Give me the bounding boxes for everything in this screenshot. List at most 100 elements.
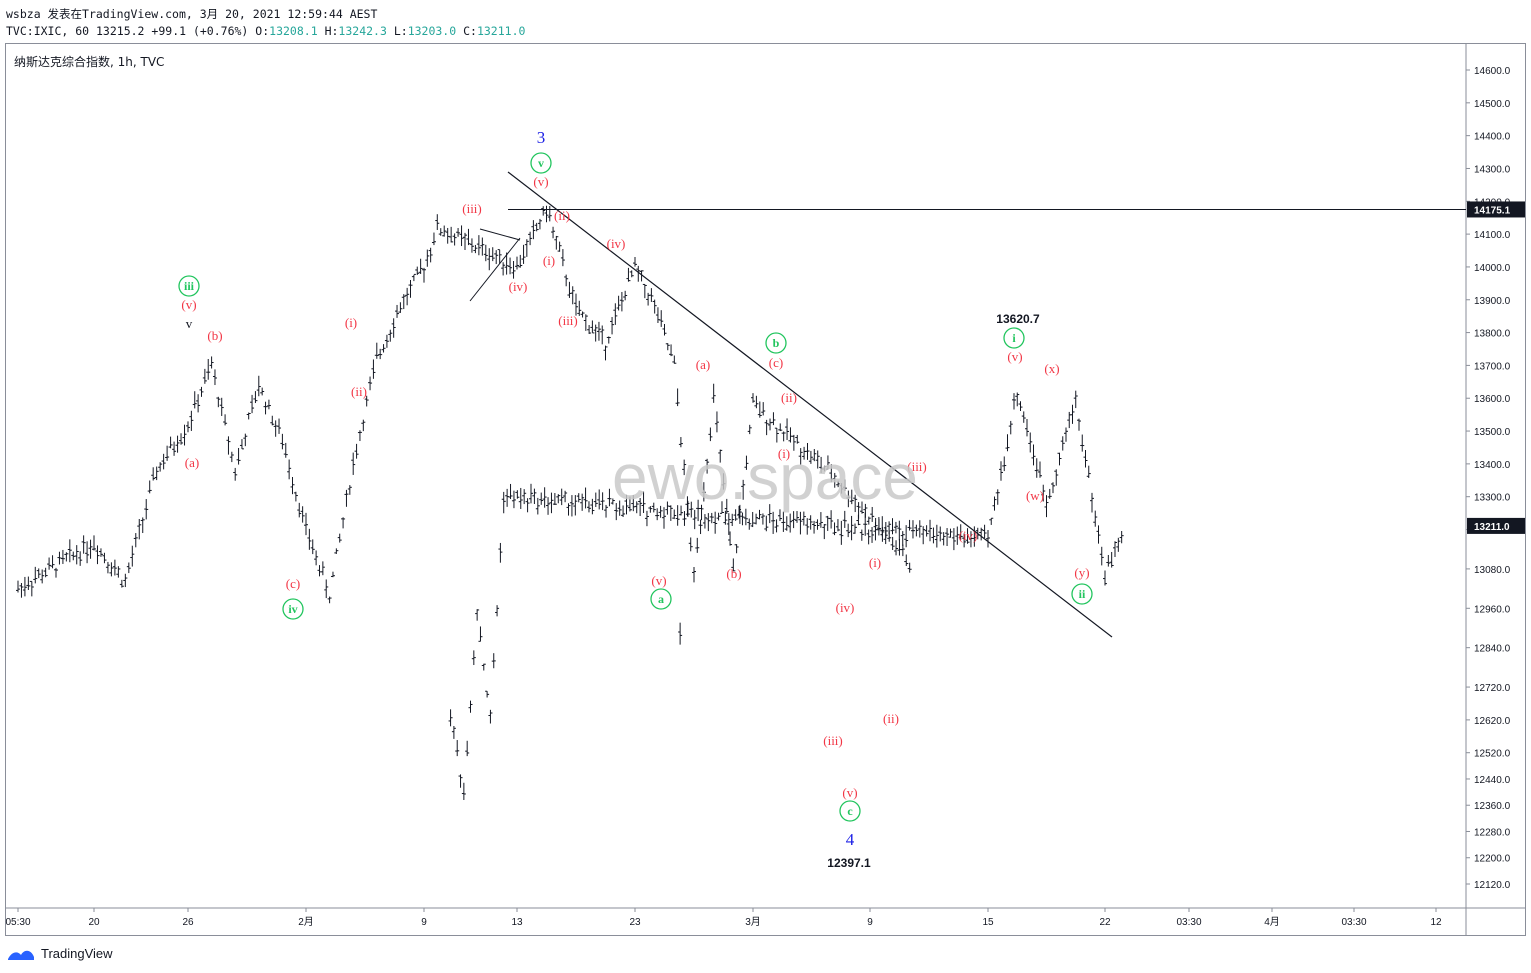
- y-tick-label: 14500.0: [1474, 99, 1511, 110]
- wave-label: (v): [842, 785, 857, 800]
- wave-label: (iv): [509, 279, 528, 294]
- wave-label: (iv): [607, 236, 626, 251]
- wave-label: (v): [1007, 349, 1022, 364]
- wave-label: (i): [543, 253, 555, 268]
- wave-label: a: [658, 592, 664, 606]
- wave-label: iii: [184, 279, 195, 293]
- wave-label: (iv): [836, 600, 855, 615]
- wave-label: (ii): [554, 208, 570, 223]
- wave-label: v: [186, 316, 193, 331]
- chart-header-ohlc-line: TVC:IXIC, 60 13215.2 +99.1 (+0.76%) O:13…: [6, 24, 525, 38]
- low-value: 13203.0: [407, 24, 457, 38]
- watermark: ewo.space: [612, 441, 918, 513]
- y-tick-label: 12720.0: [1474, 683, 1511, 694]
- y-tick-label: 13800.0: [1474, 329, 1511, 340]
- y-tick-label: 14100.0: [1474, 230, 1511, 241]
- wave-label: (iii): [558, 313, 578, 328]
- x-tick-label: 15: [982, 917, 994, 928]
- y-tick-label: 14300.0: [1474, 164, 1511, 175]
- price-tag-bg: [1467, 201, 1525, 218]
- price-tag-label: 13211.0: [1474, 522, 1510, 533]
- wave-label: (w): [1026, 488, 1044, 503]
- price-tag-label: 14175.1: [1474, 205, 1511, 216]
- open-label: O:: [255, 24, 270, 38]
- wave-label: 3: [537, 128, 546, 147]
- wave-label: (x): [1044, 361, 1059, 376]
- x-tick-label: 03:30: [1341, 917, 1366, 928]
- x-tick-label: 23: [629, 917, 641, 928]
- wave-label-circle: [530, 152, 552, 174]
- y-tick-label: 13700.0: [1474, 361, 1511, 372]
- y-tick-label: 13300.0: [1474, 493, 1511, 504]
- wave-label: i: [1012, 331, 1016, 345]
- y-tick-label: 12960.0: [1474, 604, 1511, 615]
- wave-label: (b): [726, 566, 741, 581]
- wave-label: (ii): [781, 390, 797, 405]
- wave-label: (ii): [351, 384, 367, 399]
- price-change: +99.1 (+0.76%): [151, 24, 249, 38]
- wave-label: (iv): [959, 528, 978, 543]
- price-annotation: 13620.7: [996, 312, 1040, 326]
- wave-label-circle: [178, 275, 200, 297]
- x-tick-label: 12: [1430, 917, 1442, 928]
- y-tick-label: 12200.0: [1474, 854, 1511, 865]
- wave-label-circle: [765, 332, 787, 354]
- x-tick-label: 2月: [298, 916, 314, 928]
- wave-label: (c): [286, 576, 300, 591]
- y-tick-label: 12280.0: [1474, 827, 1511, 838]
- low-label: L:: [393, 24, 408, 38]
- wave-label: (y): [1074, 565, 1089, 580]
- y-tick-label: 13500.0: [1474, 427, 1511, 438]
- high-label: H:: [324, 24, 339, 38]
- tradingview-brand: TradingView: [41, 946, 113, 961]
- wave-label: (b): [207, 328, 222, 343]
- wave-label: c: [847, 804, 853, 818]
- y-tick-label: 14000.0: [1474, 263, 1511, 274]
- chart-title: 纳斯达克综合指数, 1h, TVC: [14, 54, 164, 69]
- chart-header-author-line: wsbza 发表在TradingView.com, 3月 20, 2021 12…: [6, 7, 378, 21]
- y-tick-label: 12360.0: [1474, 801, 1511, 812]
- x-tick-label: 4月: [1264, 916, 1280, 928]
- wave-label: (a): [185, 455, 199, 470]
- x-tick-label: 22: [1099, 917, 1111, 928]
- wave-label-circle: [1071, 583, 1093, 605]
- tradingview-footer[interactable]: TradingView: [6, 946, 113, 961]
- x-tick-label: 9: [867, 917, 873, 928]
- wave-label: (iii): [907, 459, 927, 474]
- x-tick-label: 03:30: [1176, 917, 1201, 928]
- wave-label: (v): [181, 297, 196, 312]
- x-tick-label: 20: [88, 917, 100, 928]
- y-tick-label: 12120.0: [1474, 880, 1511, 891]
- y-tick-label: 13080.0: [1474, 565, 1511, 576]
- chart-frame[interactable]: [5, 43, 1526, 936]
- tradingview-logo-icon: [8, 950, 34, 960]
- y-tick-label: 12440.0: [1474, 775, 1511, 786]
- wave-label: (v): [651, 573, 666, 588]
- y-tick-label: 13600.0: [1474, 394, 1511, 405]
- open-value: 13208.1: [269, 24, 318, 38]
- wave-label-circle: [282, 598, 304, 620]
- wave-label: (i): [869, 555, 881, 570]
- y-tick-label: 12840.0: [1474, 644, 1511, 655]
- x-tick-label: 3月: [745, 916, 761, 928]
- y-tick-label: 12620.0: [1474, 716, 1511, 727]
- close-value: 13211.0: [476, 24, 526, 38]
- wave-label-circle: [1003, 327, 1025, 349]
- x-tick-label: 9: [421, 917, 427, 928]
- wave-label: (v): [533, 174, 548, 189]
- wave-label-circle: [839, 800, 861, 822]
- wave-label: (i): [778, 446, 790, 461]
- trendline: [507, 171, 1113, 638]
- wave-label: iv: [288, 602, 297, 616]
- triangle-upper-line: [479, 228, 521, 241]
- wave-label: (ii): [883, 711, 899, 726]
- wave-label: (i): [345, 315, 357, 330]
- wave-label: ii: [1079, 587, 1086, 601]
- wave-label: (iii): [462, 201, 482, 216]
- x-tick-label: 13: [511, 917, 523, 928]
- y-tick-label: 14600.0: [1474, 66, 1511, 77]
- wave-label: b: [773, 336, 780, 350]
- y-tick-label: 13400.0: [1474, 460, 1511, 471]
- price-annotation: 12397.1: [827, 856, 871, 870]
